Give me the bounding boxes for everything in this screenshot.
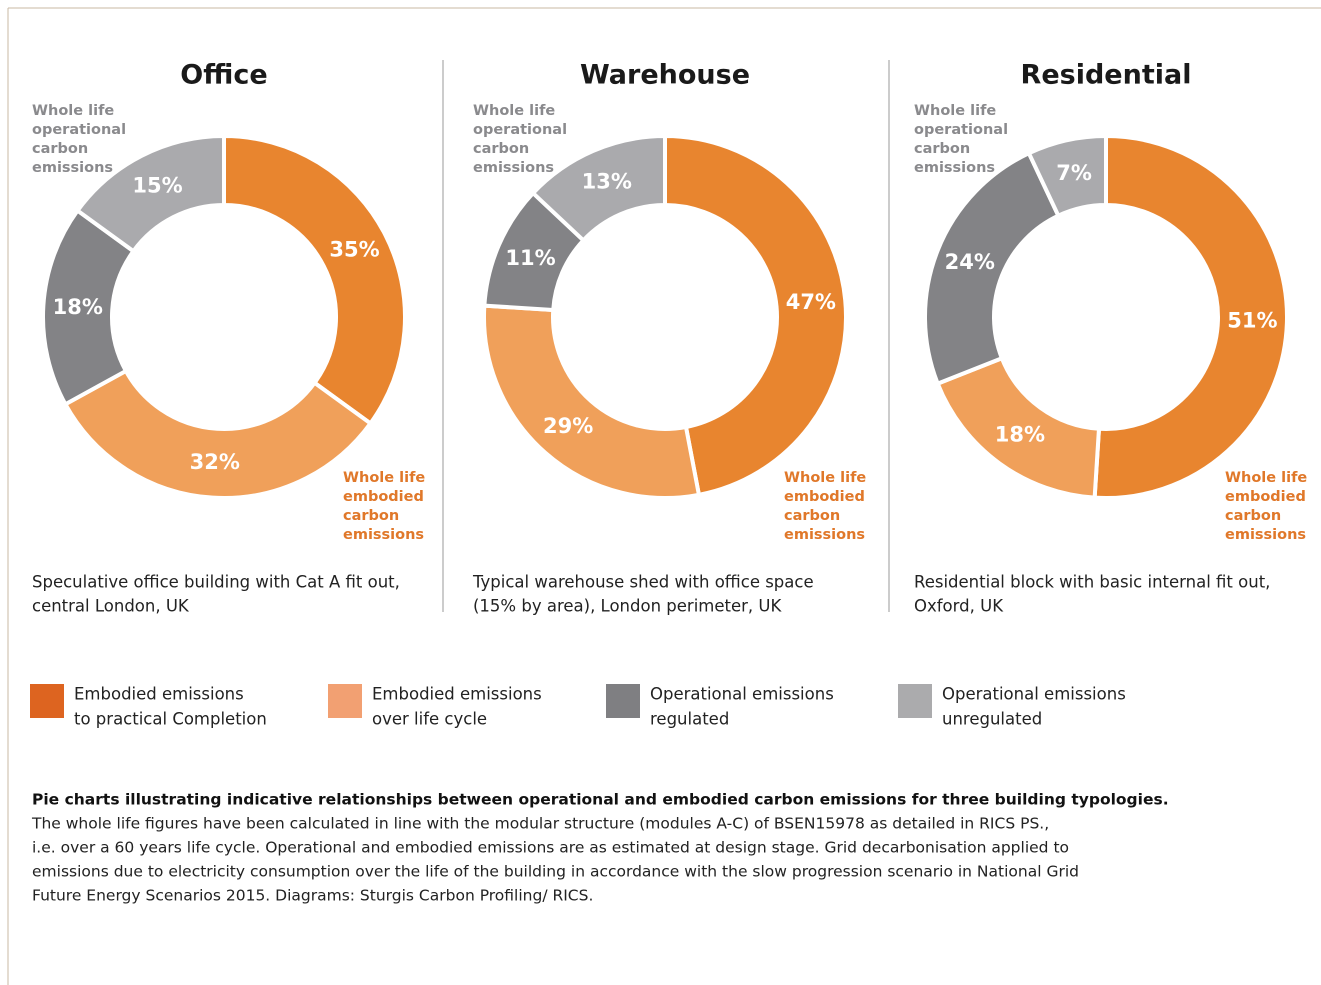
- annotation: operational: [914, 122, 1008, 138]
- annotation: emissions: [784, 527, 865, 543]
- legend-label: to practical Completion: [74, 710, 267, 729]
- caption-line: Future Energy Scenarios 2015. Diagrams: …: [32, 887, 593, 905]
- pie-slice: [482, 303, 702, 500]
- legend-label: regulated: [650, 710, 729, 729]
- description: central London, UK: [32, 597, 190, 616]
- annotation: carbon: [343, 508, 399, 524]
- pie-slice: [530, 133, 667, 244]
- annotation: emissions: [473, 160, 554, 176]
- legend-label: Operational emissions: [942, 685, 1126, 704]
- annotation: carbon: [473, 141, 529, 157]
- slice-label: 11%: [505, 246, 555, 270]
- pie-slice: [1026, 133, 1108, 219]
- pie-slice: [74, 133, 226, 254]
- legend-label: unregulated: [942, 710, 1042, 729]
- legend-swatch: [606, 684, 640, 718]
- pie-slice: [222, 133, 407, 427]
- slice-label: 47%: [786, 290, 836, 314]
- pie-slice: [62, 368, 374, 500]
- annotation: Whole life: [32, 103, 114, 119]
- caption-line: emissions due to electricity consumption…: [32, 863, 1079, 881]
- legend-label: over life cycle: [372, 710, 487, 729]
- slice-label: 15%: [132, 173, 182, 197]
- pie-slice: [923, 150, 1061, 387]
- chart-title: Office: [180, 60, 267, 91]
- annotation: emissions: [1225, 527, 1306, 543]
- legend-label: Embodied emissions: [74, 685, 244, 704]
- slice-label: 18%: [53, 295, 103, 319]
- description: Typical warehouse shed with office space: [472, 573, 814, 592]
- description: Oxford, UK: [914, 597, 1004, 616]
- slice-label: 51%: [1227, 309, 1277, 333]
- caption-line: The whole life figures have been calcula…: [31, 815, 1049, 833]
- chart-title: Warehouse: [580, 60, 750, 91]
- annotation: emissions: [32, 160, 113, 176]
- annotation: carbon: [1225, 508, 1281, 524]
- annotation: embodied: [1225, 489, 1306, 505]
- caption-line: i.e. over a 60 years life cycle. Operati…: [32, 839, 1069, 857]
- annotation: embodied: [784, 489, 865, 505]
- annotation: Whole life: [784, 470, 866, 486]
- caption-heading: Pie charts illustrating indicative relat…: [32, 791, 1169, 809]
- annotation: carbon: [914, 141, 970, 157]
- annotation: carbon: [32, 141, 88, 157]
- annotation: operational: [473, 122, 567, 138]
- legend-swatch: [328, 684, 362, 718]
- slice-label: 13%: [582, 170, 632, 194]
- slice-label: 18%: [995, 423, 1045, 447]
- chart-title: Residential: [1021, 60, 1192, 91]
- slice-label: 29%: [543, 414, 593, 438]
- slice-label: 7%: [1056, 161, 1092, 185]
- pie-slice: [663, 133, 848, 498]
- description: Residential block with basic internal fi…: [914, 573, 1270, 592]
- description: Speculative office building with Cat A f…: [32, 573, 400, 592]
- slice-label: 35%: [329, 237, 379, 261]
- pie-slice: [1092, 133, 1289, 500]
- description: (15% by area), London perimeter, UK: [473, 597, 782, 616]
- legend-label: Operational emissions: [650, 685, 834, 704]
- slice-label: 32%: [190, 450, 240, 474]
- annotation: Whole life: [343, 470, 425, 486]
- annotation: emissions: [914, 160, 995, 176]
- annotation: Whole life: [1225, 470, 1307, 486]
- annotation: Whole life: [473, 103, 555, 119]
- slice-label: 24%: [945, 250, 995, 274]
- annotation: Whole life: [914, 103, 996, 119]
- annotation: carbon: [784, 508, 840, 524]
- annotation: embodied: [343, 489, 424, 505]
- legend-label: Embodied emissions: [372, 685, 542, 704]
- legend-swatch: [30, 684, 64, 718]
- annotation: emissions: [343, 527, 424, 543]
- annotation: operational: [32, 122, 126, 138]
- legend-swatch: [898, 684, 932, 718]
